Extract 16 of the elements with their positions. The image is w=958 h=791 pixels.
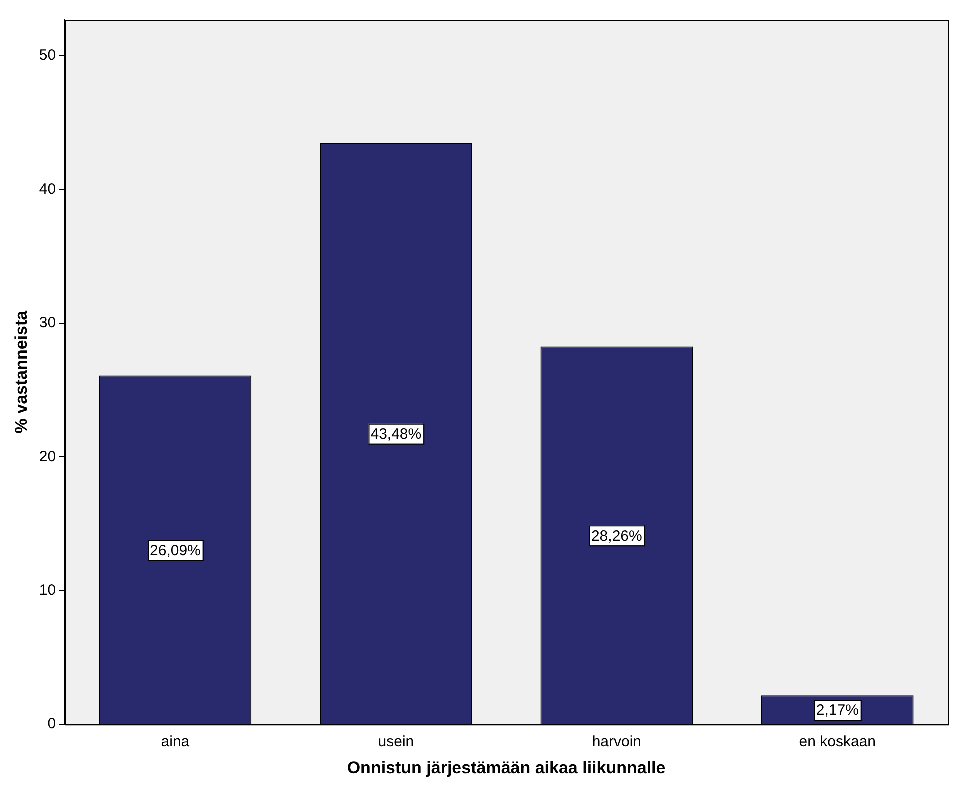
y-tick-label: 0 <box>48 716 56 733</box>
data-label: 43,48% <box>370 426 422 444</box>
x-axis-title: Onnistun järjestämään aikaa liikunnalle <box>347 758 666 778</box>
y-tick-label: 40 <box>39 180 56 198</box>
y-tick-label: 50 <box>39 47 56 64</box>
y-tick-label: 10 <box>39 582 56 600</box>
data-label: 2,17% <box>816 702 859 720</box>
x-tick-label: harvoin <box>592 734 642 751</box>
data-label: 28,26% <box>591 528 642 545</box>
x-tick-label: aina <box>161 734 190 751</box>
x-tick-label: en koskaan <box>799 734 876 751</box>
y-tick-label: 30 <box>39 314 56 332</box>
y-tick-label: 20 <box>39 448 56 466</box>
y-axis-title: % vastanneista <box>12 310 31 434</box>
data-label: 26,09% <box>150 542 201 560</box>
x-tick-label: usein <box>378 734 414 751</box>
